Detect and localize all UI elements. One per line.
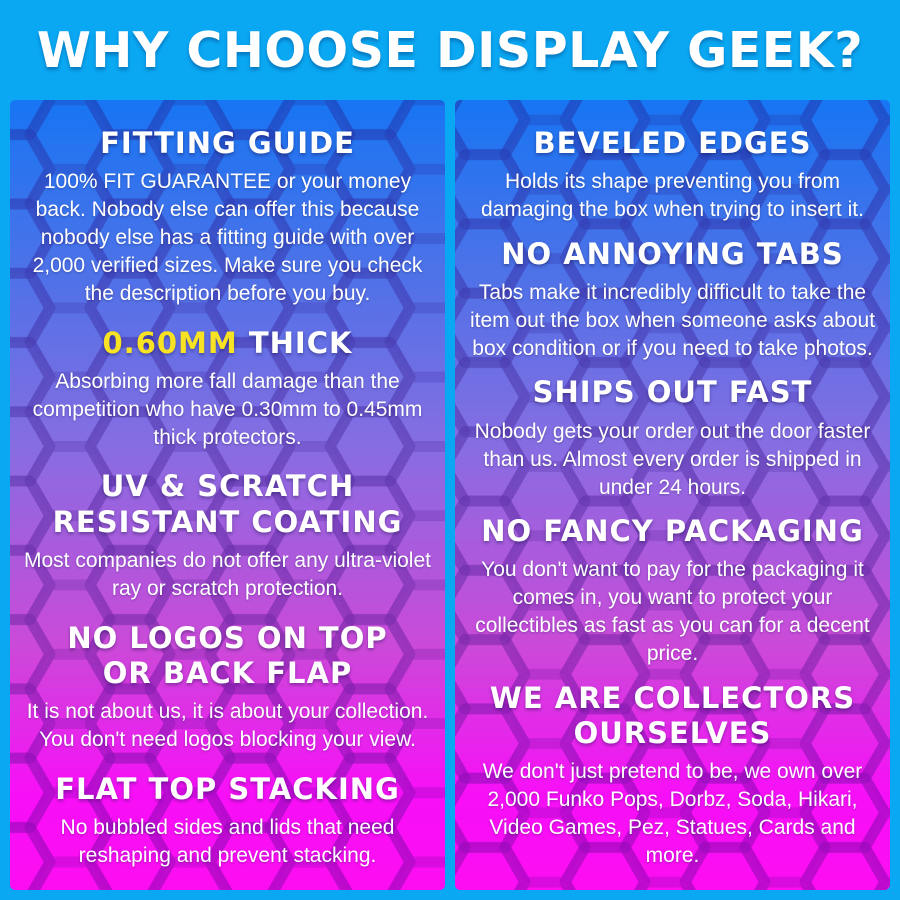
feature-section: FLAT TOP STACKING No bubbled sides and l… [16, 772, 439, 870]
feature-section: FITTING GUIDE 100% FIT GUARANTEE or your… [16, 126, 439, 308]
feature-section: NO LOGOS ON TOP OR BACK FLAP It is not ab… [16, 621, 439, 755]
feature-section: 0.60MM THICK Absorbing more fall damage … [16, 326, 439, 452]
header-banner: WHY CHOOSE DISPLAY GEEK? [0, 0, 900, 100]
feature-heading: 0.60MM THICK [102, 325, 353, 360]
panel-left: FITTING GUIDE 100% FIT GUARANTEE or your… [10, 100, 445, 890]
feature-section: UV & SCRATCH RESISTANT COATING Most compa… [16, 469, 439, 603]
feature-heading: SHIPS OUT FAST [532, 375, 813, 410]
feature-body: Tabs make it incredibly difficult to tak… [469, 281, 876, 360]
feature-body: Most companies do not offer any ultra-vi… [24, 549, 431, 601]
feature-heading: NO ANNOYING TABS [501, 236, 844, 271]
feature-section: NO FANCY PACKAGING You don't want to pay… [461, 514, 884, 668]
hexagon-pattern-overlay [455, 100, 890, 890]
feature-section: NO ANNOYING TABS Tabs make it incredibly… [461, 237, 884, 363]
feature-heading: NO FANCY PACKAGING [481, 514, 864, 548]
feature-heading: BEVELED EDGES [533, 126, 812, 160]
feature-section: SHIPS OUT FAST Nobody gets your order ou… [461, 375, 884, 501]
feature-body: It is not about us, it is about your col… [26, 700, 429, 752]
feature-body: Holds its shape preventing you from dama… [481, 170, 864, 222]
feature-heading: FITTING GUIDE [100, 126, 355, 160]
feature-body: Nobody gets your order out the door fast… [474, 419, 871, 499]
feature-list-right: BEVELED EDGES Holds its shape preventing… [455, 100, 890, 890]
hexagon-pattern-overlay [10, 100, 445, 890]
feature-heading: UV & SCRATCH RESISTANT COATING [52, 469, 403, 539]
feature-body: 100% FIT GUARANTEE or your money back. N… [32, 170, 423, 306]
feature-section: WE ARE COLLECTORS OURSELVES We don't just… [461, 681, 884, 870]
feature-list-left: FITTING GUIDE 100% FIT GUARANTEE or your… [10, 100, 445, 890]
feature-section: BEVELED EDGES Holds its shape preventing… [461, 126, 884, 224]
feature-body: We don't just pretend to be, we own over… [482, 760, 863, 868]
feature-body: No bubbled sides and lids that need resh… [60, 816, 395, 868]
feature-heading: WE ARE COLLECTORS OURSELVES [489, 680, 856, 750]
page-title: WHY CHOOSE DISPLAY GEEK? [36, 21, 864, 79]
feature-heading: NO LOGOS ON TOP OR BACK FLAP [67, 620, 388, 690]
feature-body: You don't want to pay for the packaging … [475, 558, 870, 666]
panels-container: FITTING GUIDE 100% FIT GUARANTEE or your… [10, 100, 890, 890]
feature-heading: FLAT TOP STACKING [55, 771, 400, 806]
feature-body: Absorbing more fall damage than the comp… [32, 369, 423, 449]
panel-right: BEVELED EDGES Holds its shape preventing… [455, 100, 890, 890]
